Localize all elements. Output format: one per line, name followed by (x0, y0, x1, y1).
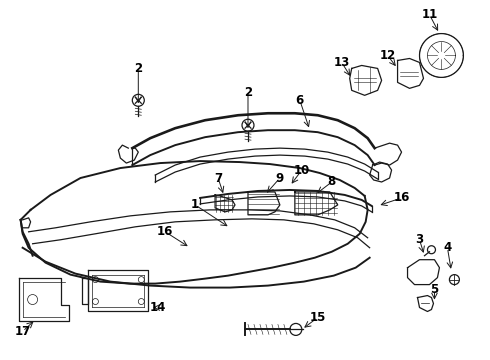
Text: 9: 9 (276, 171, 284, 185)
Text: 2: 2 (244, 86, 252, 99)
Text: 14: 14 (150, 301, 167, 314)
Text: 8: 8 (328, 175, 336, 189)
Text: 10: 10 (294, 163, 310, 176)
Text: 15: 15 (310, 311, 326, 324)
Text: 4: 4 (443, 241, 452, 254)
Text: 11: 11 (421, 8, 438, 21)
Text: 5: 5 (430, 283, 439, 296)
Text: 12: 12 (379, 49, 396, 62)
Text: 7: 7 (214, 171, 222, 185)
Text: 16: 16 (393, 192, 410, 204)
Text: 1: 1 (191, 198, 199, 211)
Text: 17: 17 (15, 325, 31, 338)
Text: 6: 6 (296, 94, 304, 107)
Text: 13: 13 (334, 56, 350, 69)
Text: 16: 16 (157, 225, 173, 238)
Text: 2: 2 (134, 62, 143, 75)
Text: 3: 3 (416, 233, 423, 246)
